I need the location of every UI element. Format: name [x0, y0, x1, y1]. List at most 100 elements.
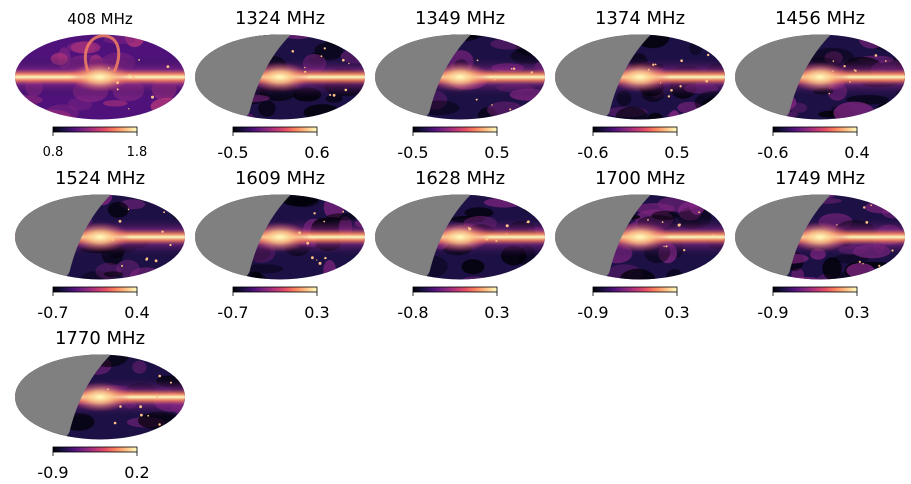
point-source — [863, 206, 866, 209]
map-panel: 1700 MHz -0.9 0.3 — [550, 168, 730, 322]
emission-patch — [375, 268, 390, 280]
point-source — [884, 60, 887, 62]
colorbar-max-label: 0.5 — [664, 143, 690, 162]
emission-patch — [199, 115, 225, 120]
colorbar — [592, 286, 678, 296]
emission-patch — [350, 194, 365, 203]
mollweide-map — [375, 194, 545, 280]
emission-patch — [469, 194, 510, 197]
point-source — [306, 241, 310, 245]
point-source — [166, 65, 170, 68]
colorbar-gradient — [772, 286, 858, 293]
emission-patch — [15, 194, 52, 205]
point-source — [652, 63, 655, 66]
sky-mask — [375, 34, 476, 120]
colorbar-max-label: 0.4 — [124, 303, 150, 322]
emission-patch — [279, 194, 320, 207]
point-source — [530, 208, 533, 212]
point-source — [849, 81, 851, 83]
emission-patch — [846, 263, 875, 279]
point-source — [832, 70, 834, 72]
colorbar — [772, 286, 858, 296]
point-source — [699, 237, 701, 239]
point-source — [169, 243, 172, 247]
point-source — [836, 224, 838, 226]
map-panel: 1456 MHz -0.6 0.4 — [730, 8, 910, 162]
colorbar-max-label: 0.2 — [124, 463, 150, 482]
emission-patch — [15, 104, 22, 112]
colorbar-min-label: -0.9 — [757, 303, 789, 322]
colorbar-max-label: 1.8 — [126, 145, 148, 160]
emission-patch — [859, 34, 885, 49]
point-source — [121, 264, 123, 267]
point-source — [320, 55, 323, 58]
sky-mask — [375, 194, 476, 280]
emission-patch — [164, 273, 185, 280]
map-panel: 1609 MHz -0.7 0.3 — [190, 168, 370, 322]
point-source — [348, 62, 350, 65]
emission-patch — [195, 116, 216, 120]
map-title: 1456 MHz — [774, 8, 866, 29]
point-source — [332, 93, 336, 97]
colorbar — [52, 126, 138, 136]
point-source — [116, 88, 119, 91]
colorbar-gradient — [592, 126, 678, 133]
emission-patch — [15, 116, 46, 120]
colorbar — [232, 126, 318, 136]
emission-patch — [555, 35, 572, 53]
emission-patch — [615, 106, 648, 120]
point-source — [298, 231, 301, 235]
emission-patch — [668, 110, 681, 120]
emission-patch — [524, 34, 545, 39]
emission-patch — [713, 46, 725, 54]
sky-mask — [195, 194, 296, 280]
emission-patch — [784, 276, 821, 280]
point-source — [670, 89, 673, 92]
colorbar-gradient — [232, 286, 318, 293]
emission-patch — [359, 253, 365, 273]
point-source — [862, 263, 864, 265]
point-source — [885, 47, 888, 51]
colorbar-gradient — [412, 286, 498, 293]
point-source — [494, 79, 496, 81]
point-source — [161, 230, 164, 233]
sky-mask — [555, 194, 656, 280]
emission-patch — [15, 358, 47, 367]
emission-patch — [498, 34, 533, 39]
point-source — [680, 59, 683, 62]
emission-patch — [535, 194, 545, 208]
emission-patch — [139, 36, 166, 42]
emission-patch — [822, 257, 842, 280]
emission-patch — [887, 36, 905, 54]
point-source — [307, 234, 310, 237]
map-panel: 1324 MHz -0.5 0.6 — [190, 8, 370, 162]
emission-patch — [735, 207, 739, 226]
map-title: 1324 MHz — [234, 8, 326, 29]
point-source — [870, 204, 872, 207]
emission-patch — [15, 361, 24, 374]
point-source — [170, 381, 172, 384]
point-source — [526, 221, 528, 224]
emission-patch — [691, 273, 718, 280]
emission-patch — [45, 104, 79, 120]
point-source — [891, 249, 894, 252]
point-source — [147, 414, 150, 417]
mollweide-map — [195, 194, 365, 280]
colorbar — [412, 126, 498, 136]
emission-patch — [149, 194, 174, 198]
emission-patch — [487, 101, 524, 119]
colorbar — [52, 286, 138, 296]
point-source — [151, 95, 154, 99]
point-source — [865, 221, 869, 224]
emission-patch — [464, 207, 494, 219]
colorbar-max-label: 0.6 — [304, 143, 330, 162]
point-source — [832, 60, 835, 62]
colorbar — [52, 446, 138, 456]
colorbar-gradient — [52, 446, 138, 453]
mollweide-map — [15, 354, 185, 440]
point-source — [324, 256, 327, 260]
map-panel: 1374 MHz -0.6 0.5 — [550, 8, 730, 162]
map-panel: 1749 MHz -0.9 0.3 — [730, 168, 910, 322]
emission-patch — [375, 115, 391, 120]
